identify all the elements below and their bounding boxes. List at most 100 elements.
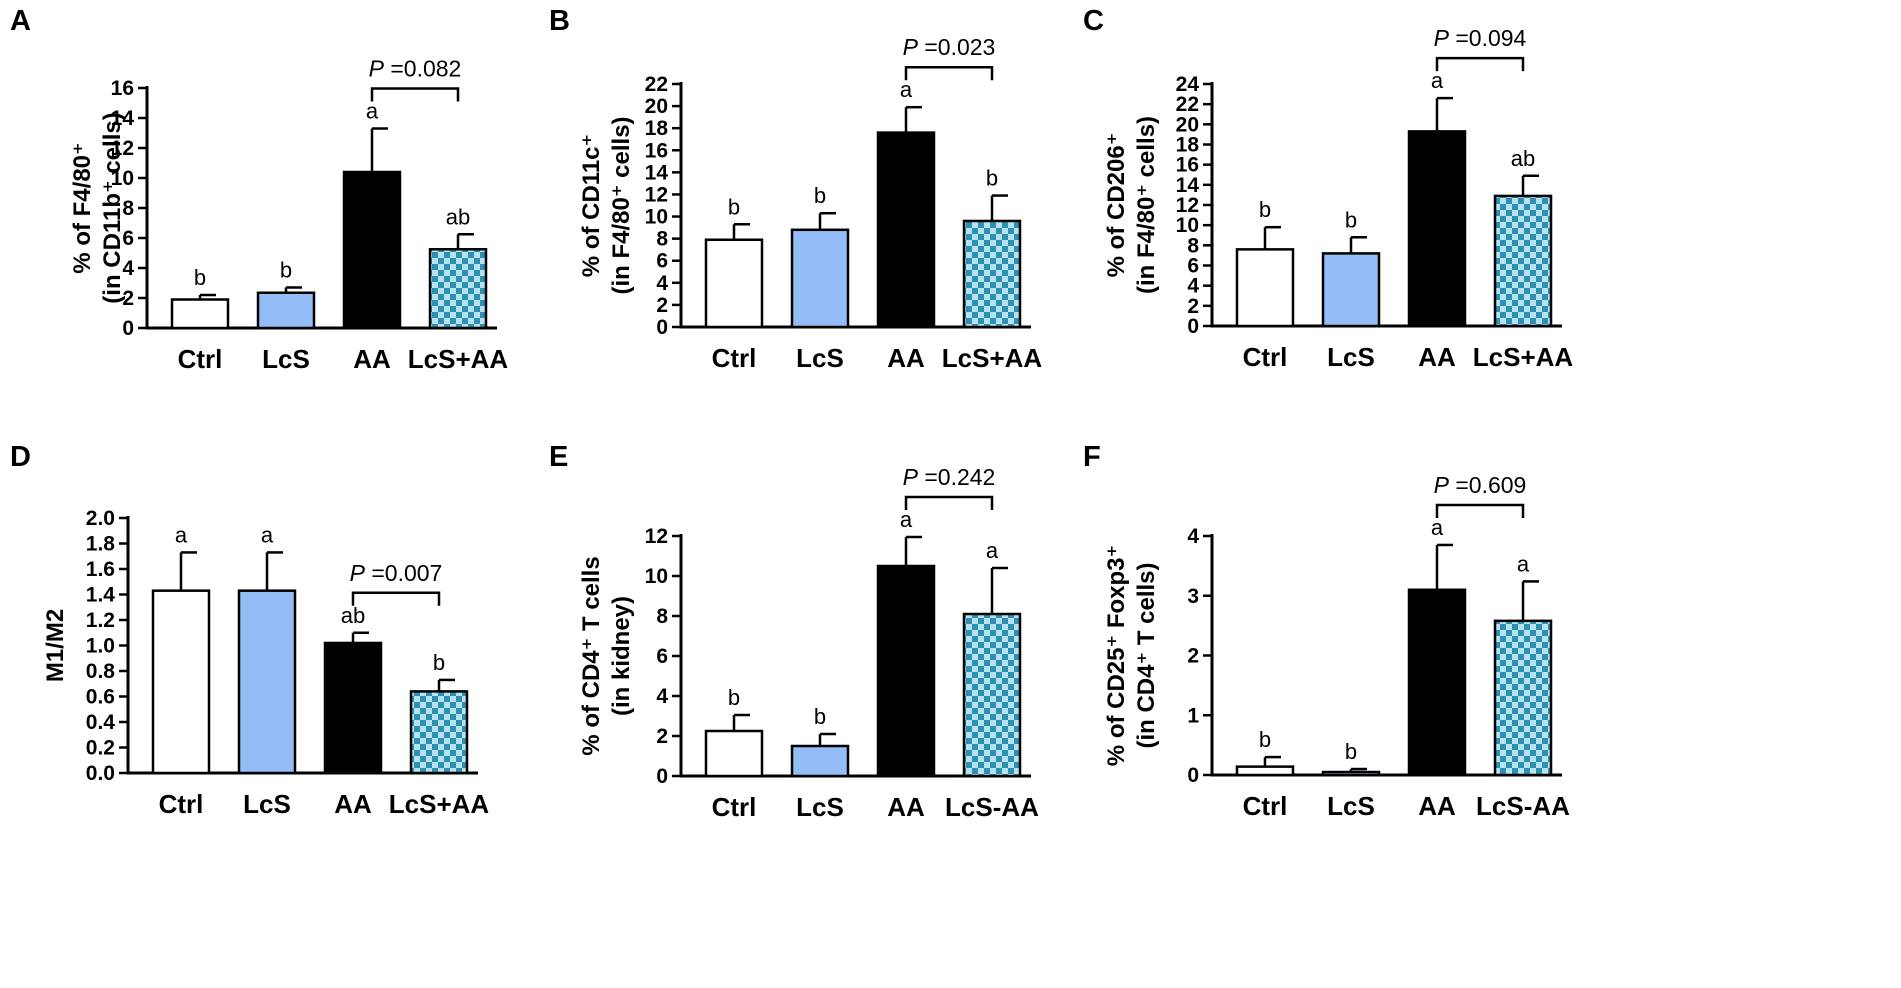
significance-letter: ab — [1511, 146, 1535, 171]
bar-ctrl — [170, 298, 230, 330]
y-tick-label: 0.2 — [86, 737, 115, 760]
p-value-label: P =0.082 — [369, 56, 462, 82]
y-tick-label: 0.8 — [86, 660, 116, 683]
significance-letter: b — [280, 258, 292, 283]
x-category-label: AA — [353, 344, 391, 374]
x-category-label: AA — [887, 792, 925, 822]
x-category-label: Ctrl — [159, 789, 204, 819]
y-axis-label-line1: % of CD11c⁺ — [578, 134, 605, 277]
significance-letter: a — [1517, 551, 1530, 576]
x-category-label: AA — [1418, 342, 1456, 372]
y-axis-label: M1/M2 — [42, 609, 69, 682]
y-tick-label: 4 — [656, 685, 668, 708]
x-category-label: LcS — [262, 344, 310, 374]
y-axis-label: % of CD11c⁺ (in F4/80⁺ cells) — [578, 116, 635, 294]
y-tick-label: 16 — [111, 77, 134, 100]
x-category-label: LcS+AA — [408, 344, 509, 374]
significance-letter: a — [366, 99, 379, 124]
bar-aa — [876, 564, 936, 778]
bar-lcsaa — [1493, 194, 1553, 328]
y-tick-label: 2 — [656, 294, 668, 317]
x-category-label: LcS+AA — [942, 343, 1043, 373]
y-tick-label: 1.6 — [86, 558, 115, 581]
y-tick-label: 8 — [1187, 234, 1199, 257]
y-axis-label-line1: M1/M2 — [42, 609, 69, 682]
significance-letter: b — [1259, 197, 1271, 222]
bar-aa — [1407, 130, 1467, 328]
panel-c: C% of CD206⁺ (in F4/80⁺ cells)02468101214… — [1083, 5, 1573, 372]
bar-lcsaa — [1493, 619, 1553, 777]
bar-lcs — [1321, 770, 1381, 777]
significance-letter: a — [986, 538, 999, 563]
y-tick-label: 14 — [645, 161, 669, 184]
y-tick-label: 16 — [1176, 154, 1199, 177]
panel-b: B % of CD11c⁺ (in F4/80⁺ cells) 02468101214… — [549, 5, 1042, 373]
significance-letter: a — [1431, 515, 1444, 540]
p-value-bracket — [904, 495, 994, 510]
y-tick-label: 4 — [1187, 275, 1199, 298]
bar-lcsaa — [962, 219, 1022, 329]
significance-letter: b — [194, 265, 206, 290]
significance-letter: b — [986, 166, 998, 191]
y-tick-label: 1.2 — [86, 609, 115, 632]
y-axis-label-line1: % of CD4⁺ T cells — [578, 556, 605, 755]
y-tick-label: 12 — [645, 525, 668, 548]
y-axis-label-line2: (in CD4⁺ T cells) — [1133, 562, 1160, 748]
y-tick-label: 0 — [1187, 764, 1199, 787]
panel-e: E % of CD4⁺ T cells (in kidney) 0 2 4 6 8 10 12 b C… — [549, 441, 1039, 822]
y-tick-label: 16 — [645, 139, 668, 162]
bar-ctrl — [704, 729, 764, 778]
p-value-bracket — [904, 65, 994, 81]
panel-a: A % of F4/80⁺ (in CD11b⁺ cells) 0 2 4 6 8 10 12 14… — [10, 5, 508, 374]
y-tick-label: 1 — [1187, 704, 1199, 727]
p-value-symbol: P — [369, 56, 385, 82]
significance-letter: b — [1345, 739, 1357, 764]
y-tick-label: 12 — [645, 183, 668, 206]
y-tick-label: 3 — [1187, 585, 1199, 608]
y-tick-label: 20 — [1176, 113, 1199, 136]
significance-letter: b — [814, 183, 826, 208]
bar-aa — [342, 170, 402, 330]
y-tick-label: 12 — [1176, 194, 1199, 217]
y-axis-label-line2: (in F4/80⁺ cells) — [608, 116, 635, 294]
significance-letter: b — [1345, 207, 1357, 232]
y-tick-label: 4 — [122, 257, 134, 280]
p-value-label: P =0.007 — [350, 560, 443, 586]
p-value-number: =0.242 — [918, 464, 995, 490]
x-category-label: LcS-AA — [1476, 791, 1570, 821]
y-tick-label: 24 — [1176, 73, 1200, 96]
p-value-symbol: P — [903, 34, 919, 60]
y-tick-label: 18 — [645, 117, 669, 140]
y-tick-label: 1.4 — [86, 584, 116, 607]
panel-letter-c: C — [1083, 5, 1104, 37]
significance-letter: b — [433, 650, 445, 675]
y-axis-label-line1: % of CD25⁺ Foxp3⁺ — [1103, 545, 1130, 766]
p-value-label: P =0.094 — [1434, 25, 1527, 51]
y-tick-label: 6 — [656, 250, 668, 273]
x-category-label: LcS+AA — [1473, 342, 1574, 372]
p-value-symbol: P — [1434, 25, 1450, 51]
bar-lcsaa — [962, 612, 1022, 778]
x-category-label: AA — [334, 789, 372, 819]
y-tick-label: 2 — [656, 725, 668, 748]
x-category-label: Ctrl — [1243, 791, 1288, 821]
y-tick-label: 4 — [1187, 525, 1199, 548]
significance-letter: a — [900, 507, 913, 532]
x-category-label: Ctrl — [712, 343, 757, 373]
x-category-label: AA — [887, 343, 925, 373]
y-tick-label: 22 — [645, 73, 668, 96]
panel-f: F % of CD25⁺ Foxp3⁺ (in CD4⁺ T cells) 0 1 2 3 4… — [1083, 441, 1570, 821]
x-category-label: LcS — [1327, 342, 1375, 372]
p-value-number: =0.609 — [1449, 472, 1526, 498]
y-tick-label: 10 — [645, 206, 668, 229]
bar-lcsaa — [409, 690, 469, 775]
panel-d: D M1/M2 0.00.2 0.40.6 0.81.0 1.21.4 1.61.8 2.0 a… — [10, 441, 489, 819]
p-value-number: =0.007 — [365, 560, 442, 586]
x-category-label: Ctrl — [178, 344, 223, 374]
y-tick-label: 8 — [122, 197, 134, 220]
y-axis-label-line1: % of F4/80⁺ — [69, 142, 96, 273]
panel-letter-a: A — [10, 5, 31, 37]
y-tick-label: 0 — [656, 765, 668, 788]
y-axis-label-line1: % of CD206⁺ — [1103, 133, 1130, 278]
